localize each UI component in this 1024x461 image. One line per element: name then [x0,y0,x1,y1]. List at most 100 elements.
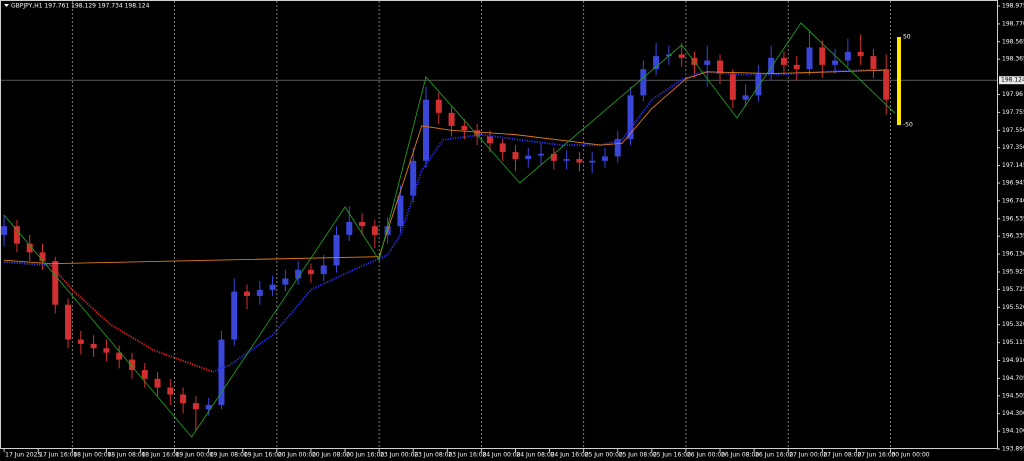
chart-title: GBPJPY,H1 197.761 198.129 197.734 198.12… [11,3,150,10]
x-tick-label: 18 Jun 00:00 [73,452,111,459]
range-bar-label: 50 [903,33,911,40]
x-tick-label: 25 Jun 16:00 [653,452,691,459]
x-tick-label: 19 Jun 00:00 [176,452,214,459]
candle-body [653,56,660,70]
range-bar-label: -50 [903,122,913,129]
y-tick-label: 196.335 [1002,233,1024,240]
x-tick-label: 18 Jun 08:00 [107,452,145,459]
candle-body [218,339,225,405]
candle-body [614,138,621,157]
candle-body [499,143,506,153]
plot-frame [0,0,998,449]
candle-body [39,252,46,262]
candle-body [665,54,672,57]
x-tick-label: 20 Jun 16:00 [346,452,384,459]
candle-body [282,278,289,285]
candle-body [563,159,570,161]
x-tick-label: 25 Jun 08:00 [619,452,657,459]
y-tick-label: 193.895 [1002,446,1024,453]
candle-body [244,291,251,296]
indicator-line [3,22,896,438]
candle-body [141,370,148,379]
candle-body [397,195,404,227]
indicator-line [212,69,887,373]
candle-body [346,221,353,235]
y-tick-label: 194.300 [1002,410,1024,417]
y-tick-label: 195.520 [1002,304,1024,311]
candle-body [192,403,199,410]
x-tick-label: 26 Jun 08:00 [721,452,759,459]
x-tick-label: 23 Jun 00:00 [380,452,418,459]
candle-body [819,47,826,65]
x-tick-label: 30 Jun 00:00 [891,452,929,459]
candle-body [52,261,59,305]
candle-body [793,64,800,70]
y-tick-label: 194.705 [1002,375,1024,382]
x-tick-label: 24 Jun 16:00 [551,452,589,459]
y-tick-label: 195.925 [1002,268,1024,275]
candle-body [729,73,736,100]
x-tick-label: 19 Jun 08:00 [210,452,248,459]
candle-body [857,51,864,57]
candle-body [538,153,545,156]
x-tick-label: 27 Jun 08:00 [823,452,861,459]
x-tick-label: 23 Jun 08:00 [414,452,452,459]
candle-body [231,291,238,340]
candle-body [295,269,302,279]
candle-body [704,60,711,65]
candle-body [128,359,135,371]
title-arrow [4,4,9,7]
y-tick-label: 197.145 [1002,162,1024,169]
y-tick-label: 197.550 [1002,127,1024,134]
candle-body [780,57,787,65]
y-tick-label: 194.100 [1002,428,1024,435]
y-tick-label: 198.770 [1002,20,1024,27]
x-tick-label: 24 Jun 08:00 [516,452,554,459]
candle-body [806,47,813,70]
y-tick-label: 196.130 [1002,251,1024,258]
y-tick-label: 196.535 [1002,215,1024,222]
x-tick-label: 27 Jun 00:00 [789,452,827,459]
y-tick-label: 198.975 [1002,3,1024,10]
x-tick-label: 25 Jun 00:00 [585,452,623,459]
candle-body [269,284,276,290]
candle-body [154,378,161,388]
y-tick-label: 195.115 [1002,339,1024,346]
candle-body [77,339,84,344]
candle-body [1,226,8,235]
candle-body [844,51,851,61]
range-bar [896,36,901,126]
candle-body [116,352,123,360]
candle-body [576,159,583,163]
y-tick-label: 198.365 [1002,56,1024,63]
indicator-line [4,260,52,267]
candle-body [755,73,762,96]
candle-body [371,226,378,235]
candle-body [461,125,468,131]
x-tick-label: 18 Jun 16:00 [141,452,179,459]
candle-body [65,304,72,340]
x-tick-label: 20 Jun 08:00 [312,452,350,459]
y-tick-label: 194.505 [1002,392,1024,399]
candle-body [320,265,327,275]
y-tick-label: 197.96 [1002,91,1023,98]
candle-body [717,60,724,74]
candle-body [307,269,314,275]
x-tick-label: 23 Jun 16:00 [448,452,486,459]
current-price-label: 198.124 [1001,77,1024,84]
candle-body [26,243,33,253]
candle-body [512,152,519,160]
y-tick-label: 197.755 [1002,109,1024,116]
y-tick-label: 195.725 [1002,286,1024,293]
current-price-box [999,76,1024,85]
indicator-line [4,69,887,265]
candle-body [870,56,877,70]
candle-body [525,155,532,160]
candle-body [180,394,187,404]
candle-body [90,343,97,349]
y-tick-label: 196.945 [1002,180,1024,187]
candle-body [832,60,839,65]
y-tick-label: 197.350 [1002,144,1024,151]
x-tick-label: 19 Jun 16:00 [244,452,282,459]
